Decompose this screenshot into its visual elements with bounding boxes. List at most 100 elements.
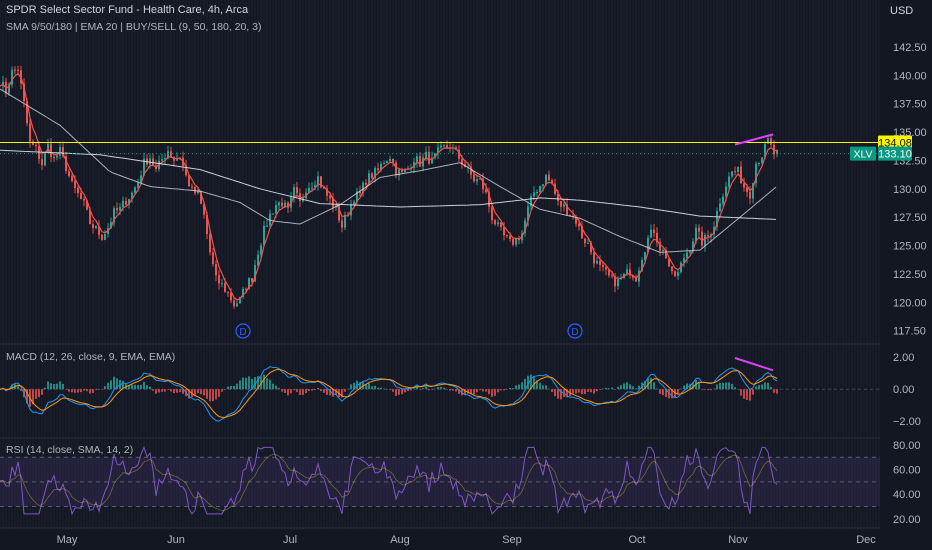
candle-body[interactable] bbox=[317, 176, 319, 186]
candle-body[interactable] bbox=[401, 169, 403, 173]
candle-body[interactable] bbox=[101, 234, 103, 241]
candle-body[interactable] bbox=[275, 205, 277, 214]
candle-body[interactable] bbox=[386, 161, 388, 163]
candle-body[interactable] bbox=[443, 145, 445, 147]
last-price-badge[interactable] bbox=[878, 146, 912, 161]
candle-body[interactable] bbox=[437, 147, 439, 154]
candle-body[interactable] bbox=[80, 193, 82, 199]
candle-body[interactable] bbox=[542, 184, 544, 186]
candle-body[interactable] bbox=[767, 138, 769, 144]
candle-body[interactable] bbox=[590, 242, 592, 253]
candle-body[interactable] bbox=[311, 187, 313, 189]
candle-body[interactable] bbox=[554, 183, 556, 194]
candle-body[interactable] bbox=[713, 226, 715, 235]
candle-body[interactable] bbox=[626, 269, 628, 274]
candle-body[interactable] bbox=[665, 250, 667, 259]
dividend-marker[interactable] bbox=[567, 323, 583, 339]
candle-body[interactable] bbox=[545, 174, 547, 185]
candle-body[interactable] bbox=[35, 144, 37, 146]
candle-body[interactable] bbox=[122, 200, 124, 207]
candle-body[interactable] bbox=[575, 216, 577, 224]
candle-body[interactable] bbox=[584, 238, 586, 244]
candle-body[interactable] bbox=[320, 176, 322, 188]
candle-body[interactable] bbox=[98, 226, 100, 235]
candle-body[interactable] bbox=[125, 200, 127, 205]
candle-body[interactable] bbox=[581, 226, 583, 239]
candle-body[interactable] bbox=[209, 234, 211, 253]
candle-body[interactable] bbox=[92, 224, 94, 228]
candle-body[interactable] bbox=[152, 158, 154, 166]
candle-body[interactable] bbox=[461, 158, 463, 165]
candle-body[interactable] bbox=[89, 209, 91, 225]
symbol-badge[interactable] bbox=[850, 146, 876, 161]
candle-body[interactable] bbox=[683, 257, 685, 263]
candle-body[interactable] bbox=[539, 185, 541, 193]
candle-body[interactable] bbox=[143, 158, 145, 176]
candle-body[interactable] bbox=[65, 156, 67, 172]
candle-body[interactable] bbox=[248, 278, 250, 290]
candle-body[interactable] bbox=[725, 186, 727, 197]
candle-body[interactable] bbox=[689, 251, 691, 253]
candle-body[interactable] bbox=[557, 193, 559, 201]
candle-body[interactable] bbox=[698, 227, 700, 232]
candle-body[interactable] bbox=[536, 192, 538, 194]
candle-body[interactable] bbox=[611, 275, 613, 277]
candle-body[interactable] bbox=[50, 143, 52, 158]
candle-body[interactable] bbox=[650, 229, 652, 238]
candle-body[interactable] bbox=[731, 171, 733, 177]
candle-body[interactable] bbox=[365, 182, 367, 185]
candle-body[interactable] bbox=[188, 175, 190, 187]
candle-body[interactable] bbox=[605, 266, 607, 270]
candle-body[interactable] bbox=[44, 152, 46, 166]
candle-body[interactable] bbox=[740, 166, 742, 184]
candle-body[interactable] bbox=[62, 147, 64, 157]
candle-body[interactable] bbox=[41, 159, 43, 166]
candle-body[interactable] bbox=[233, 300, 235, 307]
candle-body[interactable] bbox=[353, 201, 355, 205]
candle-body[interactable] bbox=[596, 260, 598, 264]
candle-body[interactable] bbox=[500, 222, 502, 227]
candle-body[interactable] bbox=[329, 195, 331, 199]
candle-body[interactable] bbox=[137, 182, 139, 188]
candle-body[interactable] bbox=[119, 206, 121, 211]
candle-body[interactable] bbox=[242, 288, 244, 298]
candle-body[interactable] bbox=[704, 234, 706, 246]
candle-body[interactable] bbox=[245, 288, 247, 290]
candle-body[interactable] bbox=[71, 176, 73, 182]
candle-body[interactable] bbox=[224, 283, 226, 292]
candle-body[interactable] bbox=[8, 84, 10, 94]
candle-body[interactable] bbox=[95, 226, 97, 228]
candle-body[interactable] bbox=[527, 206, 529, 221]
candle-body[interactable] bbox=[212, 252, 214, 265]
candle-body[interactable] bbox=[629, 269, 631, 276]
candle-body[interactable] bbox=[686, 252, 688, 258]
candle-body[interactable] bbox=[230, 292, 232, 301]
candle-body[interactable] bbox=[578, 223, 580, 227]
candle-body[interactable] bbox=[395, 162, 397, 176]
candle-body[interactable] bbox=[371, 173, 373, 179]
candle-body[interactable] bbox=[326, 188, 328, 196]
candle-body[interactable] bbox=[68, 171, 70, 177]
candle-body[interactable] bbox=[254, 265, 256, 282]
candle-body[interactable] bbox=[722, 196, 724, 204]
candle-body[interactable] bbox=[761, 157, 763, 163]
candle-body[interactable] bbox=[383, 162, 385, 164]
candle-body[interactable] bbox=[656, 232, 658, 243]
candle-body[interactable] bbox=[632, 275, 634, 278]
candle-body[interactable] bbox=[515, 238, 517, 245]
candle-body[interactable] bbox=[707, 234, 709, 237]
candle-body[interactable] bbox=[197, 190, 199, 194]
candle-body[interactable] bbox=[416, 156, 418, 163]
candle-body[interactable] bbox=[509, 236, 511, 240]
candle-body[interactable] bbox=[398, 169, 400, 176]
macd-divergence-line[interactable] bbox=[734, 357, 774, 372]
resistance-price-label[interactable] bbox=[878, 135, 912, 150]
candle-body[interactable] bbox=[533, 192, 535, 197]
rsi-pane[interactable] bbox=[0, 445, 880, 516]
candle-body[interactable] bbox=[56, 155, 58, 158]
candle-body[interactable] bbox=[272, 213, 274, 215]
candle-body[interactable] bbox=[677, 272, 679, 276]
candle-body[interactable] bbox=[26, 101, 28, 124]
candle-body[interactable] bbox=[350, 204, 352, 216]
